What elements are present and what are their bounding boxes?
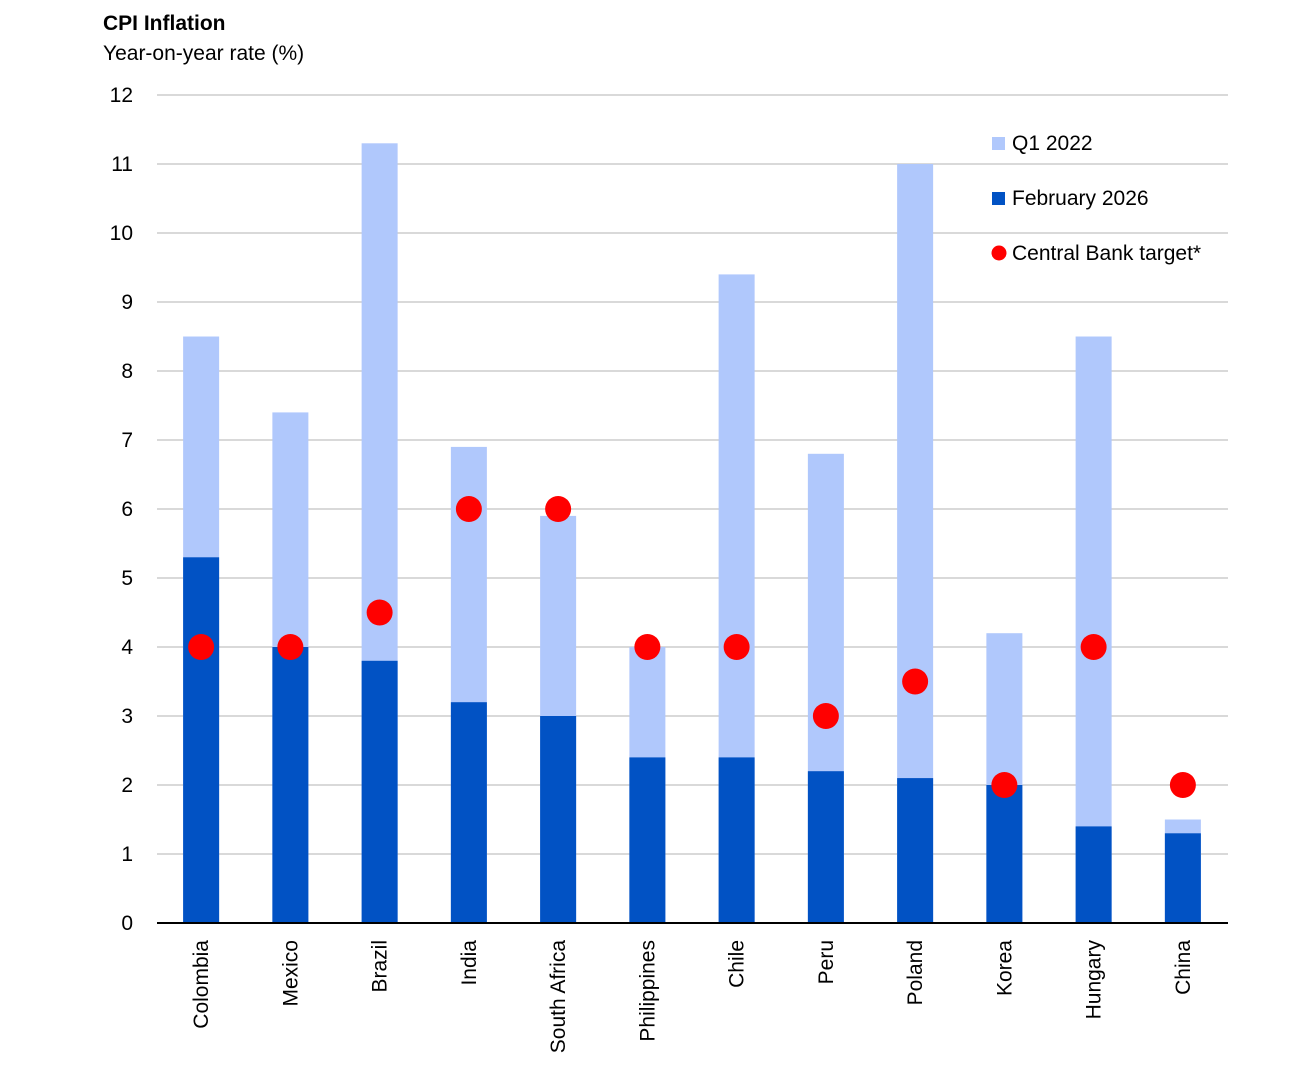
x-tick-label: Colombia [190, 940, 213, 1029]
target-marker [812, 703, 839, 729]
target-marker [723, 634, 750, 660]
bar-february-2026 [718, 757, 755, 923]
x-tick-label: Korea [993, 940, 1016, 996]
legend-marker-target [991, 245, 1007, 261]
target-marker [1169, 772, 1196, 798]
legend-label: February 2026 [1012, 187, 1149, 210]
y-tick-label: 1 [121, 843, 133, 866]
y-tick-label: 4 [121, 636, 133, 659]
bar-february-2026 [272, 647, 309, 923]
y-tick-label: 3 [121, 705, 133, 728]
chart-title: CPI Inflation [103, 12, 226, 35]
target-marker [991, 772, 1018, 798]
y-tick-label: 10 [110, 222, 133, 245]
legend-label: Q1 2022 [1012, 132, 1093, 155]
target-marker [188, 634, 215, 660]
target-marker [634, 634, 661, 660]
bar-february-2026 [1164, 833, 1201, 923]
bar-february-2026 [450, 702, 487, 923]
target-marker [545, 496, 572, 522]
bar-february-2026 [183, 557, 220, 923]
x-tick-label: India [458, 940, 481, 986]
x-tick-label: China [1172, 940, 1195, 995]
x-tick-label: Mexico [279, 940, 302, 1007]
y-tick-label: 9 [121, 291, 133, 314]
y-tick-label: 2 [121, 774, 133, 797]
x-tick-label: Brazil [369, 940, 392, 993]
y-tick-label: 5 [121, 567, 133, 590]
bar-q1-2022 [1075, 336, 1112, 923]
bar-february-2026 [540, 716, 577, 923]
bar-february-2026 [897, 778, 934, 923]
target-marker [902, 668, 929, 695]
bar-february-2026 [1075, 826, 1112, 923]
y-tick-label: 0 [121, 912, 133, 935]
chart-subtitle: Year-on-year rate (%) [103, 42, 305, 65]
target-marker [277, 634, 304, 660]
bar-february-2026 [629, 757, 666, 923]
bar-february-2026 [986, 785, 1023, 923]
y-tick-label: 7 [121, 429, 133, 452]
bar-february-2026 [807, 771, 844, 923]
bar-february-2026 [361, 660, 398, 923]
x-tick-label: South Africa [547, 940, 570, 1054]
legend-swatch-february-2026 [992, 192, 1005, 205]
legend-swatch-q1-2022 [992, 137, 1005, 150]
target-marker [455, 496, 482, 522]
target-marker [366, 599, 393, 626]
x-tick-label: Hungary [1083, 940, 1106, 1020]
x-tick-label: Chile [726, 940, 749, 988]
x-tick-label: Philippines [636, 940, 659, 1042]
y-tick-label: 12 [110, 84, 133, 107]
x-tick-label: Peru [815, 940, 838, 984]
target-marker [1080, 634, 1107, 660]
y-tick-label: 11 [111, 153, 133, 176]
legend-label: Central Bank target* [1012, 242, 1201, 265]
y-tick-label: 6 [121, 498, 133, 521]
y-tick-label: 8 [121, 360, 133, 383]
x-tick-label: Poland [904, 940, 927, 1005]
